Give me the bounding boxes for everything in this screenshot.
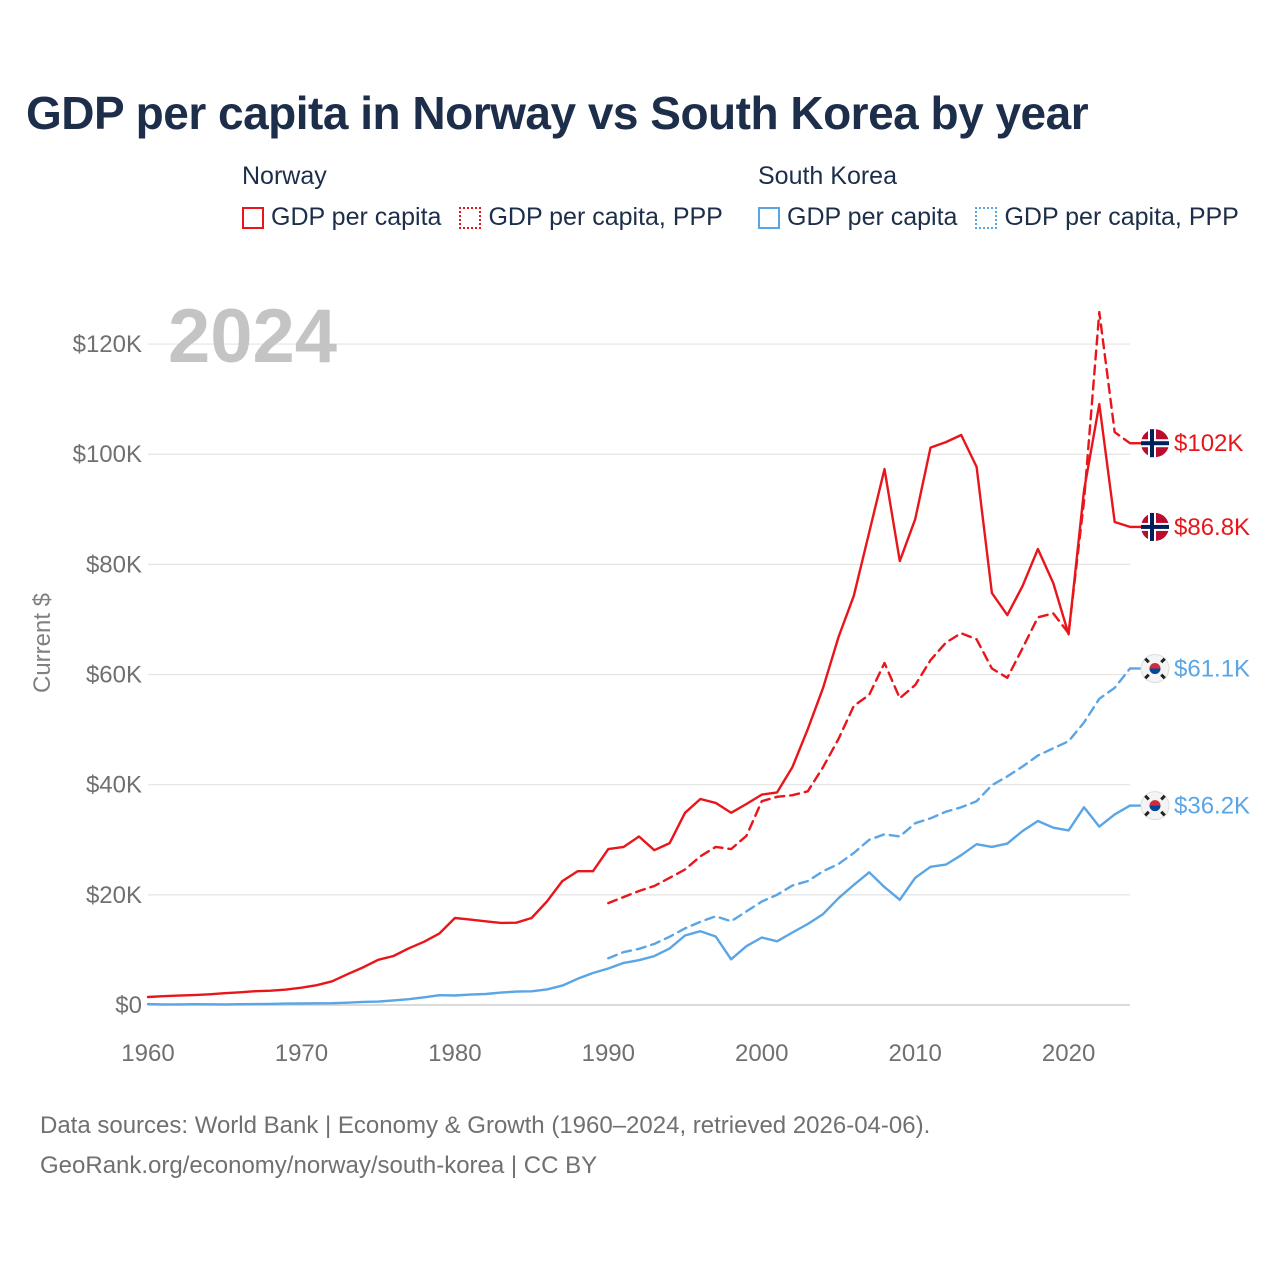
- legend-item-label: GDP per capita, PPP: [488, 203, 723, 231]
- x-tick-label: 1980: [428, 1040, 481, 1067]
- y-axis-ticks: $0 $20K $40K $60K $80K $100K $120K: [73, 331, 142, 1019]
- end-marker: $36.2K: [1130, 791, 1250, 821]
- series-line-south-korea-gdp-per-capita-ppp[interactable]: [607, 667, 1132, 960]
- y-tick-label: $0: [115, 992, 142, 1019]
- end-marker: $61.1K: [1130, 653, 1250, 683]
- series-line-norway-gdp-per-capita-ppp[interactable]: [607, 310, 1132, 905]
- legend-group-name: South Korea: [758, 162, 897, 190]
- year-label: 2024: [168, 294, 337, 379]
- end-marker: $86.8K: [1130, 512, 1250, 541]
- end-value-label: $86.8K: [1174, 514, 1250, 541]
- legend-item-korea-gdp-ppp[interactable]: GDP per capita, PPP: [975, 203, 1239, 232]
- legend-swatch-dotted: [459, 206, 482, 229]
- x-tick-label: 2020: [1042, 1040, 1095, 1067]
- legend-swatch-solid: [758, 206, 780, 229]
- legend-group-south-korea: South Korea GDP per capita GDP per capit…: [758, 162, 1239, 232]
- legend-item-norway-gdp[interactable]: GDP per capita: [242, 203, 441, 232]
- y-tick-label: $80K: [86, 551, 142, 578]
- series-line-norway-gdp-per-capita[interactable]: [146, 402, 1132, 999]
- x-tick-label: 2010: [888, 1040, 941, 1067]
- chart-title: GDP per capita in Norway vs South Korea …: [26, 87, 1089, 139]
- legend-swatch-dotted: [975, 206, 998, 229]
- y-tick-label: $100K: [73, 441, 142, 468]
- legend-item-norway-gdp-ppp[interactable]: GDP per capita, PPP: [459, 203, 723, 232]
- legend-item-label: GDP per capita: [271, 203, 442, 231]
- end-value-label: $61.1K: [1174, 655, 1250, 682]
- y-tick-label: $20K: [86, 882, 142, 909]
- x-tick-label: 2000: [735, 1040, 788, 1067]
- end-value-label: $102K: [1174, 430, 1243, 457]
- footer: Data sources: World Bank | Economy & Gro…: [40, 1106, 930, 1186]
- y-tick-label: $120K: [73, 331, 142, 358]
- series-line-south-korea-gdp-per-capita[interactable]: [146, 804, 1132, 1006]
- footer-link[interactable]: GeoRank.org/economy/norway/south-korea |…: [40, 1152, 598, 1179]
- legend-group-name: Norway: [242, 162, 327, 190]
- end-labels: $86.8K $102K $36.2K $61.1K: [1130, 429, 1250, 821]
- y-tick-label: $40K: [86, 772, 142, 799]
- legend-item-label: GDP per capita: [787, 203, 958, 231]
- grid-lines: [148, 343, 1130, 1006]
- y-axis-label: Current $: [29, 593, 56, 693]
- x-tick-label: 1970: [275, 1040, 328, 1067]
- y-tick-label: $60K: [86, 662, 142, 689]
- legend-group-norway: Norway GDP per capita GDP per capita, PP…: [242, 162, 723, 232]
- x-tick-label: 1960: [121, 1040, 174, 1067]
- x-tick-label: 1990: [582, 1040, 635, 1067]
- end-value-label: $36.2K: [1174, 793, 1250, 820]
- legend-swatch-solid: [242, 206, 264, 229]
- legend-item-korea-gdp[interactable]: GDP per capita: [758, 203, 957, 232]
- series-lines: [146, 310, 1132, 1006]
- x-axis-ticks: 1960 1970 1980 1990 2000 2010 2020: [121, 1040, 1095, 1067]
- end-marker: $102K: [1130, 429, 1243, 458]
- legend-item-label: GDP per capita, PPP: [1004, 203, 1239, 231]
- footer-sources: Data sources: World Bank | Economy & Gro…: [40, 1112, 931, 1139]
